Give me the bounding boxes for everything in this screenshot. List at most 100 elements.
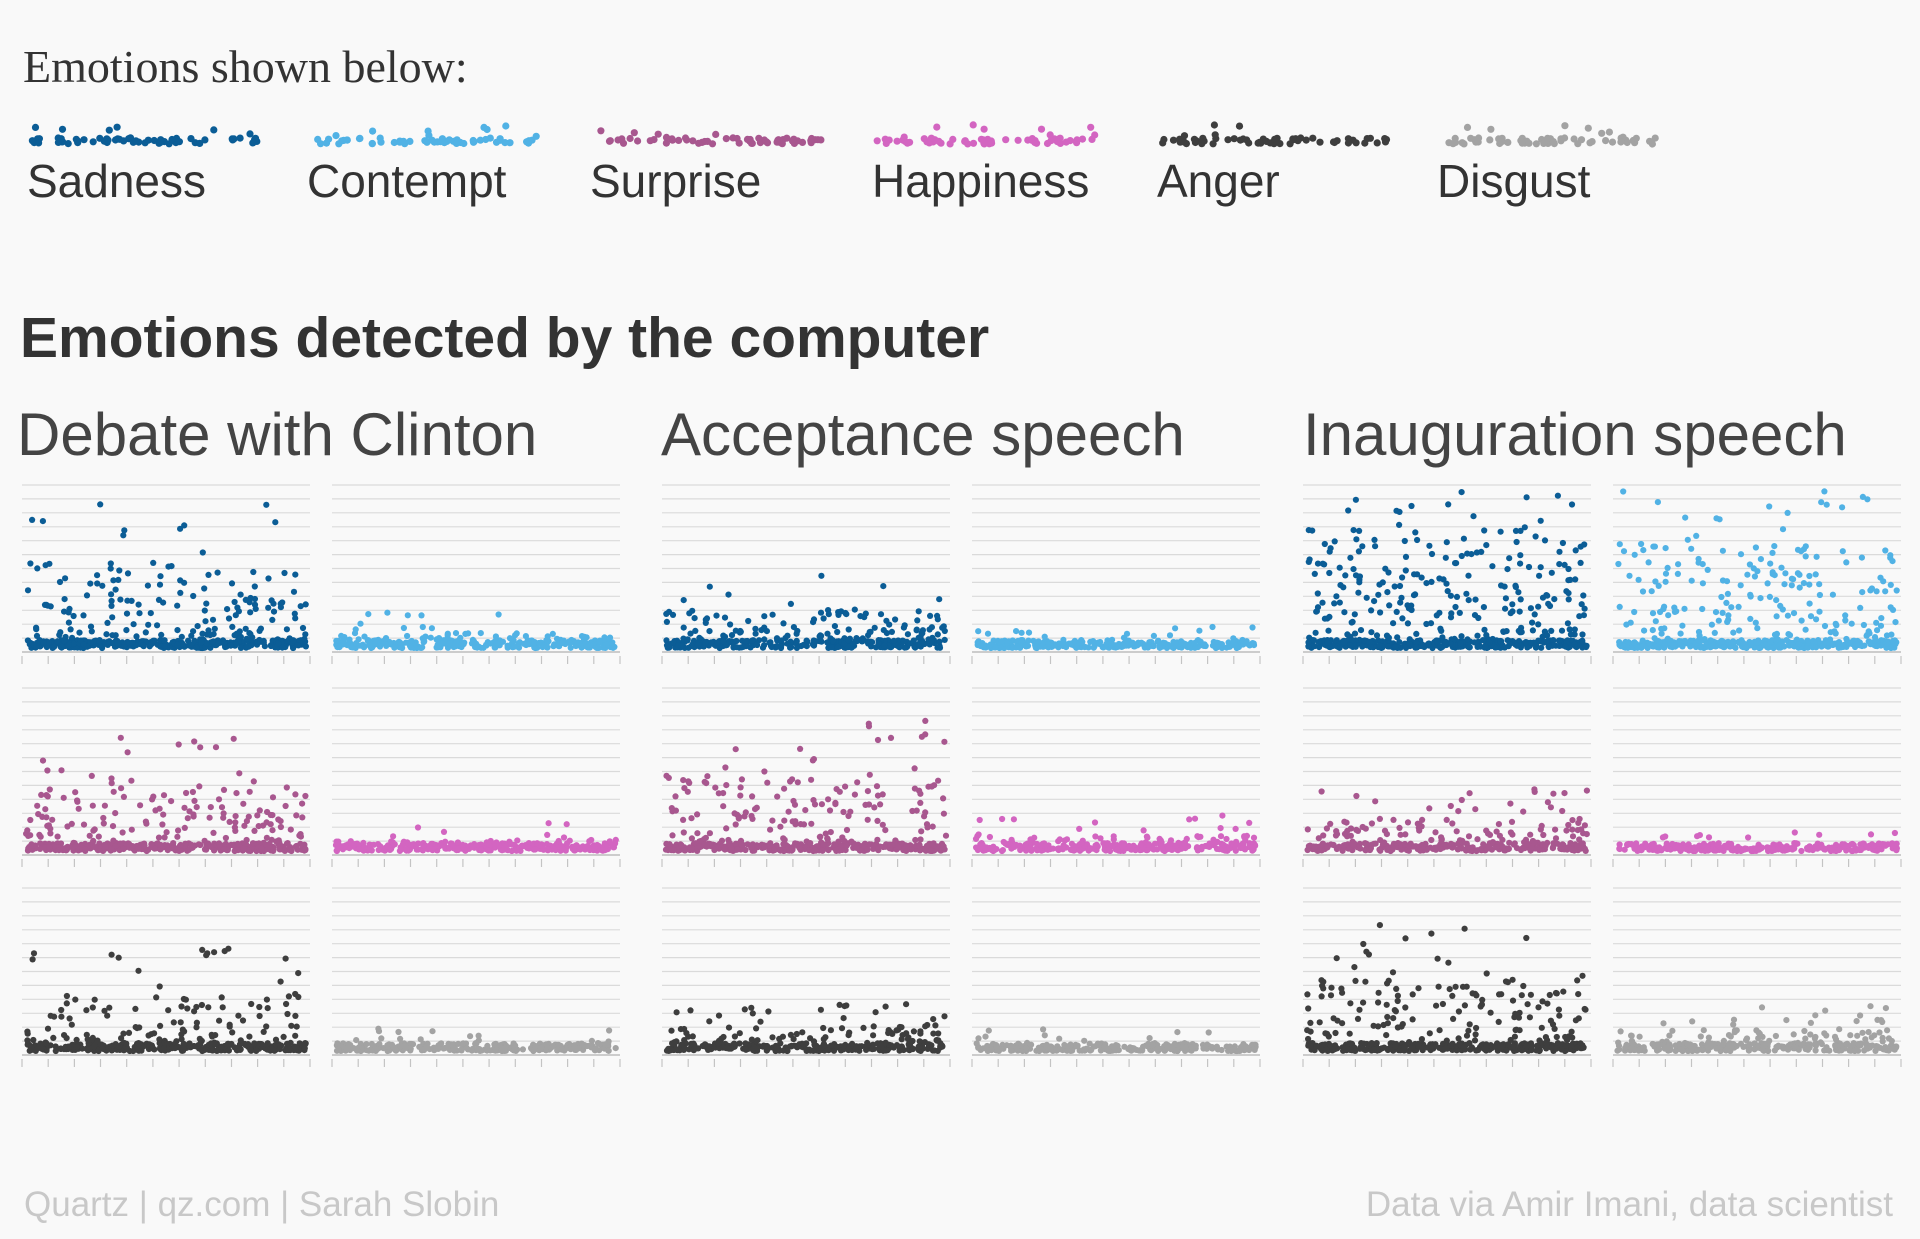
data-point — [1191, 815, 1199, 822]
data-point — [918, 733, 926, 740]
data-point — [1112, 1042, 1119, 1049]
data-point — [603, 1041, 611, 1048]
data-point — [749, 793, 756, 800]
legend-swatch-dot — [988, 139, 996, 147]
legend-swatch-dot — [817, 136, 825, 144]
data-point — [1056, 1046, 1064, 1053]
data-point — [935, 1030, 942, 1037]
data-point — [687, 1007, 694, 1014]
legend-swatch-dot — [187, 135, 195, 143]
legend-swatch-dot — [1198, 140, 1206, 148]
legend-swatch-dot — [322, 139, 331, 147]
data-point — [900, 624, 908, 631]
data-point — [1003, 639, 1011, 647]
legend-swatch-dot — [606, 137, 614, 145]
data-point — [402, 639, 409, 646]
data-point — [58, 1006, 65, 1014]
data-point — [735, 815, 742, 822]
data-point — [75, 805, 82, 812]
data-point — [439, 640, 446, 647]
data-point — [251, 595, 258, 603]
data-point — [866, 771, 873, 778]
data-point — [468, 1047, 475, 1054]
data-point — [293, 1044, 300, 1051]
data-point — [531, 644, 538, 651]
data-point — [773, 1047, 780, 1054]
legend-swatch-dot — [630, 129, 638, 137]
data-point — [241, 822, 248, 829]
data-point — [207, 632, 214, 639]
data-point — [292, 990, 299, 998]
data-point — [1217, 833, 1225, 840]
data-point — [118, 1035, 125, 1042]
data-point — [100, 814, 107, 822]
data-point — [403, 1044, 410, 1051]
legend-swatch-dot — [1316, 138, 1324, 146]
data-point — [299, 624, 307, 632]
legend-swatch-dot — [483, 125, 491, 134]
data-point — [764, 779, 771, 786]
data-point — [251, 1040, 258, 1047]
data-point — [1081, 643, 1089, 651]
data-point — [842, 783, 849, 790]
data-point — [249, 840, 257, 847]
data-point — [808, 776, 815, 783]
data-point — [292, 791, 299, 798]
data-point — [285, 1045, 292, 1052]
legend-swatch-dot — [980, 125, 988, 133]
data-point — [741, 1006, 748, 1013]
data-point — [810, 797, 817, 804]
data-point — [51, 643, 58, 650]
data-point — [229, 1029, 236, 1036]
data-point — [65, 641, 72, 649]
data-point — [258, 845, 265, 852]
data-point — [215, 796, 223, 803]
data-point — [30, 1036, 37, 1044]
data-point — [720, 803, 727, 810]
data-point — [1008, 836, 1015, 843]
data-point — [1241, 833, 1248, 840]
data-point — [426, 844, 433, 851]
data-point — [419, 623, 426, 631]
panel-acceptance-speech-contempt — [971, 484, 1261, 664]
data-point — [1242, 1043, 1249, 1050]
legend-swatch-dot — [1561, 134, 1569, 142]
data-point — [903, 842, 910, 849]
data-point — [549, 630, 556, 638]
data-point — [1010, 816, 1018, 823]
data-point — [58, 643, 66, 651]
data-point — [941, 738, 948, 745]
data-point — [154, 622, 161, 629]
data-point — [1150, 643, 1157, 650]
legend-swatch-dot — [743, 135, 752, 143]
data-point — [52, 1043, 59, 1050]
data-point — [189, 788, 196, 796]
data-point — [104, 619, 111, 627]
data-point — [83, 592, 91, 599]
data-point — [921, 813, 928, 820]
data-point — [998, 638, 1005, 645]
data-point — [893, 1027, 900, 1034]
data-point — [190, 811, 197, 818]
data-point — [587, 642, 594, 649]
data-point — [880, 583, 887, 590]
data-point — [168, 798, 175, 805]
data-point — [752, 630, 759, 637]
data-point — [1096, 640, 1103, 648]
data-point — [612, 840, 619, 847]
data-point — [720, 638, 727, 645]
data-point — [1202, 1044, 1209, 1051]
data-point — [874, 817, 881, 825]
legend-swatch-dot — [1002, 136, 1010, 144]
data-point — [125, 1029, 133, 1036]
data-point — [825, 611, 832, 618]
legend-swatch-dot — [89, 138, 97, 146]
data-point — [873, 783, 881, 790]
legend-swatch-dot — [1286, 140, 1294, 148]
legend-swatch-dot — [1271, 135, 1279, 143]
data-point — [54, 638, 61, 645]
legend-swatch-dot — [722, 135, 730, 143]
legend-swatch-dot — [1463, 123, 1472, 131]
data-point — [74, 1043, 81, 1051]
data-point — [877, 611, 885, 618]
